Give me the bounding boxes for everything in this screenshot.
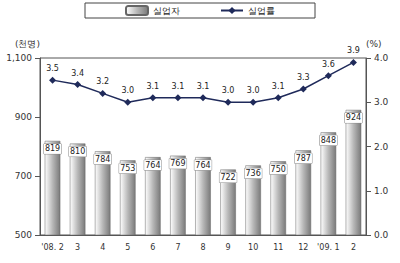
svg-text:736: 736 bbox=[246, 169, 261, 178]
svg-text:924: 924 bbox=[346, 113, 361, 122]
svg-text:3.1: 3.1 bbox=[146, 82, 159, 91]
svg-text:787: 787 bbox=[296, 154, 311, 163]
svg-text:3.1: 3.1 bbox=[272, 82, 285, 91]
svg-text:2.0: 2.0 bbox=[374, 142, 389, 152]
svg-text:3.3: 3.3 bbox=[297, 73, 310, 82]
svg-text:6: 6 bbox=[150, 243, 155, 252]
svg-text:8: 8 bbox=[200, 243, 205, 252]
svg-text:1.0: 1.0 bbox=[374, 186, 389, 196]
svg-text:3.9: 3.9 bbox=[347, 46, 360, 55]
svg-text:848: 848 bbox=[321, 136, 336, 145]
svg-text:9: 9 bbox=[226, 243, 231, 252]
svg-text:4.0: 4.0 bbox=[374, 53, 389, 63]
svg-text:900: 900 bbox=[15, 112, 32, 122]
svg-text:784: 784 bbox=[95, 155, 110, 164]
svg-text:3.2: 3.2 bbox=[96, 77, 109, 86]
svg-text:753: 753 bbox=[120, 164, 135, 173]
svg-text:3.6: 3.6 bbox=[322, 60, 335, 69]
svg-text:764: 764 bbox=[195, 161, 210, 170]
svg-text:819: 819 bbox=[45, 144, 60, 153]
svg-text:3.0: 3.0 bbox=[222, 86, 235, 95]
svg-text:1,100: 1,100 bbox=[6, 53, 32, 63]
svg-text:769: 769 bbox=[170, 159, 185, 168]
svg-text:4: 4 bbox=[100, 243, 105, 252]
svg-text:3: 3 bbox=[75, 243, 80, 252]
svg-text:3.1: 3.1 bbox=[172, 82, 185, 91]
svg-text:실업률: 실업률 bbox=[248, 6, 275, 16]
svg-text:764: 764 bbox=[145, 161, 160, 170]
svg-text:3.0: 3.0 bbox=[374, 97, 389, 107]
svg-text:3.1: 3.1 bbox=[197, 82, 210, 91]
svg-text:3.4: 3.4 bbox=[71, 69, 84, 78]
svg-text:5: 5 bbox=[125, 243, 130, 252]
svg-text:0.0: 0.0 bbox=[374, 230, 389, 240]
svg-text:10: 10 bbox=[248, 243, 258, 252]
svg-text:실업자: 실업자 bbox=[153, 6, 180, 16]
svg-text:7: 7 bbox=[175, 243, 180, 252]
svg-text:750: 750 bbox=[271, 165, 286, 174]
svg-text:12: 12 bbox=[298, 243, 308, 252]
svg-text:'08. 2: '08. 2 bbox=[41, 243, 64, 252]
svg-text:722: 722 bbox=[220, 173, 235, 182]
svg-text:11: 11 bbox=[273, 243, 283, 252]
svg-text:(%): (%) bbox=[366, 39, 382, 49]
svg-text:810: 810 bbox=[70, 147, 85, 156]
svg-text:(천명): (천명) bbox=[15, 39, 40, 49]
svg-text:500: 500 bbox=[15, 230, 32, 240]
svg-text:3.5: 3.5 bbox=[46, 64, 59, 73]
svg-text:700: 700 bbox=[15, 171, 32, 181]
svg-text:3.0: 3.0 bbox=[247, 86, 260, 95]
svg-text:3.0: 3.0 bbox=[121, 86, 134, 95]
svg-text:'09. 1: '09. 1 bbox=[317, 243, 340, 252]
svg-text:2: 2 bbox=[351, 243, 356, 252]
